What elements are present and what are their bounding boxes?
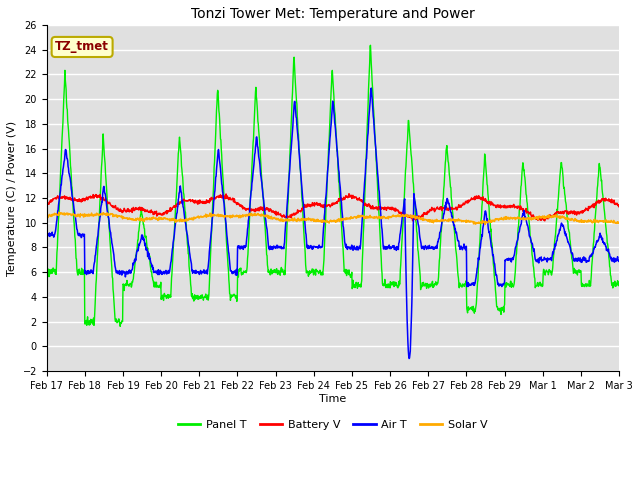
Title: Tonzi Tower Met: Temperature and Power: Tonzi Tower Met: Temperature and Power <box>191 7 475 21</box>
Battery V <box>541 218 548 224</box>
Solar V <box>43 215 51 220</box>
Panel T <box>43 271 51 277</box>
Solar V <box>481 222 489 228</box>
Battery V <box>156 211 164 217</box>
Air T <box>497 281 505 287</box>
Panel T <box>116 324 124 329</box>
Legend: Panel T, Battery V, Air T, Solar V: Panel T, Battery V, Air T, Solar V <box>174 416 492 435</box>
Air T <box>405 356 413 361</box>
Battery V <box>345 191 353 197</box>
Battery V <box>548 213 556 219</box>
Panel T <box>497 306 505 312</box>
Air T <box>615 258 623 264</box>
Air T <box>43 234 51 240</box>
Solar V <box>157 216 164 221</box>
Battery V <box>234 200 242 206</box>
Panel T <box>367 42 374 48</box>
Text: TZ_tmet: TZ_tmet <box>55 40 109 53</box>
Solar V <box>497 215 505 220</box>
Panel T <box>615 283 623 289</box>
Line: Air T: Air T <box>47 88 619 359</box>
Panel T <box>157 285 164 290</box>
Panel T <box>423 286 431 291</box>
Air T <box>234 243 242 249</box>
Panel T <box>548 270 556 276</box>
Panel T <box>170 229 178 235</box>
Solar V <box>55 210 63 216</box>
Air T <box>367 85 375 91</box>
Solar V <box>615 220 623 226</box>
Air T <box>156 270 164 276</box>
Battery V <box>615 202 623 208</box>
Air T <box>170 235 178 240</box>
Line: Battery V: Battery V <box>47 194 619 221</box>
Line: Solar V: Solar V <box>47 213 619 225</box>
Solar V <box>234 214 242 219</box>
Panel T <box>234 274 242 280</box>
Solar V <box>548 214 556 220</box>
Solar V <box>170 216 178 222</box>
X-axis label: Time: Time <box>319 394 346 404</box>
Y-axis label: Temperature (C) / Power (V): Temperature (C) / Power (V) <box>7 120 17 276</box>
Battery V <box>497 204 505 209</box>
Battery V <box>43 200 51 206</box>
Air T <box>423 246 431 252</box>
Line: Panel T: Panel T <box>47 45 619 326</box>
Air T <box>548 255 556 261</box>
Solar V <box>422 217 430 223</box>
Battery V <box>170 203 178 209</box>
Battery V <box>422 210 430 216</box>
